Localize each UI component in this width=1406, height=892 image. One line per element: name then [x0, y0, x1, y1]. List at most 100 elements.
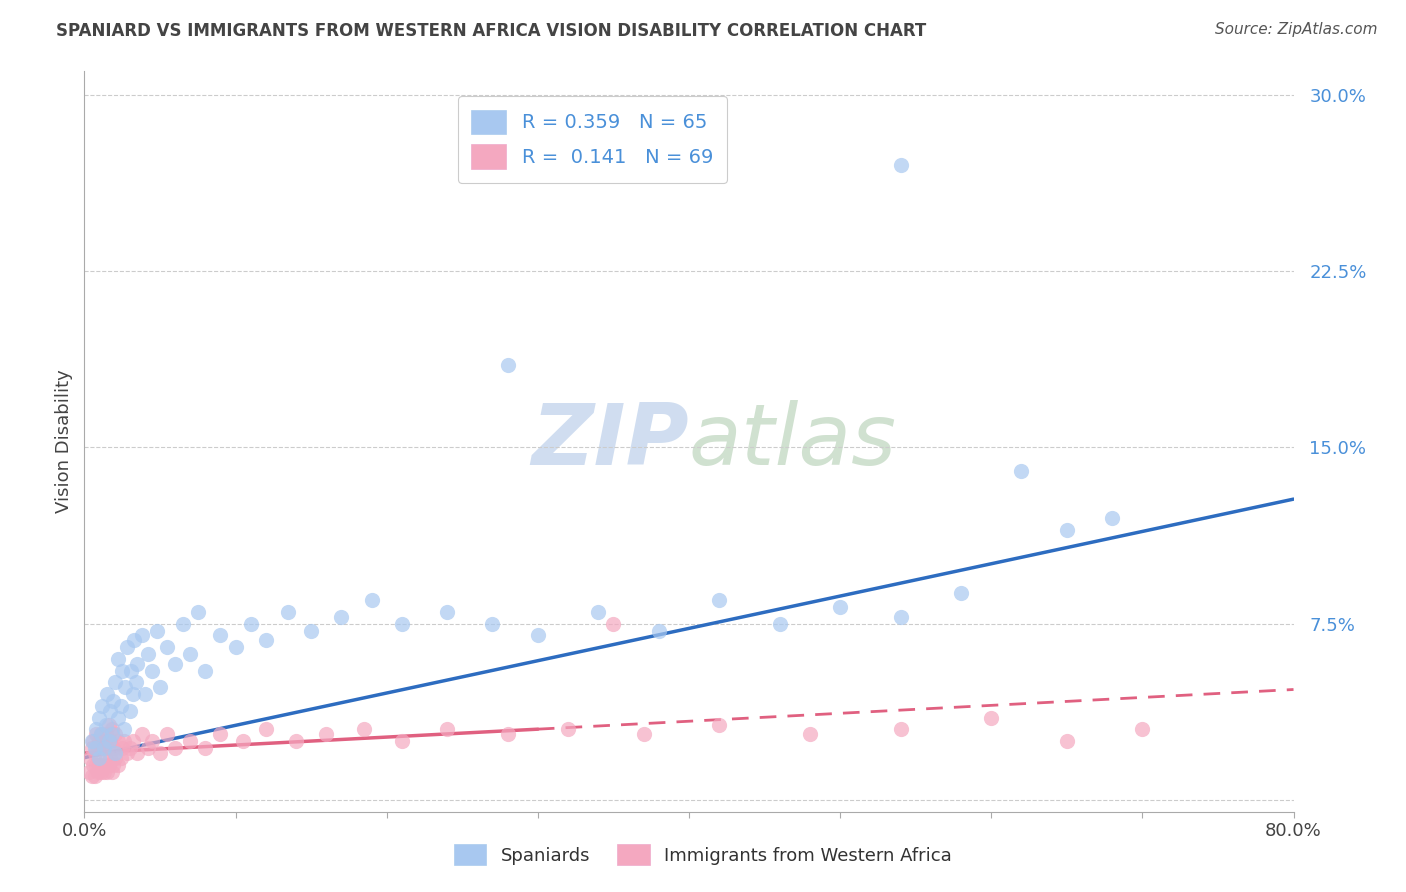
Point [101, 694, 124, 708]
Point [299, 624, 322, 638]
Point [146, 624, 169, 638]
Point [87, 764, 110, 779]
Point [115, 640, 138, 655]
Point [131, 628, 153, 642]
Point [97, 757, 120, 772]
Point [830, 600, 852, 615]
Point [91, 741, 114, 756]
Point [86, 727, 108, 741]
Point [172, 616, 194, 631]
Point [648, 624, 671, 638]
Point [1101, 511, 1123, 525]
Point [96, 764, 118, 779]
Point [709, 718, 731, 732]
Point [97, 718, 120, 732]
Text: ZIP: ZIP [531, 400, 689, 483]
Point [209, 628, 232, 642]
Text: atlas: atlas [689, 400, 897, 483]
Point [527, 628, 550, 642]
Point [131, 727, 153, 741]
Point [104, 750, 127, 764]
Point [94, 750, 117, 764]
Point [136, 647, 159, 661]
Point [120, 664, 142, 678]
Point [391, 734, 413, 748]
Point [950, 586, 973, 600]
Point [165, 657, 187, 671]
Point [84, 769, 107, 783]
Point [94, 718, 117, 732]
Point [107, 734, 129, 748]
Point [156, 727, 179, 741]
Point [118, 704, 141, 718]
Point [104, 746, 127, 760]
Point [115, 746, 138, 760]
Point [285, 734, 308, 748]
Point [118, 741, 141, 756]
Point [110, 698, 132, 713]
Point [90, 727, 112, 741]
Point [80, 734, 103, 748]
Point [107, 757, 129, 772]
Point [104, 727, 127, 741]
Point [89, 734, 111, 748]
Point [1056, 734, 1078, 748]
Point [98, 750, 121, 764]
Point [353, 723, 375, 737]
Point [277, 605, 299, 619]
Point [94, 727, 117, 741]
Point [82, 734, 104, 748]
Point [114, 680, 136, 694]
Point [90, 764, 112, 779]
Point [93, 734, 115, 748]
Point [100, 764, 122, 779]
Point [121, 687, 143, 701]
Point [112, 723, 135, 737]
Point [77, 764, 100, 779]
Point [330, 609, 353, 624]
Point [89, 750, 111, 764]
Point [86, 723, 108, 737]
Point [194, 741, 217, 756]
Point [97, 734, 120, 748]
Point [890, 158, 912, 172]
Point [84, 741, 107, 756]
Point [141, 664, 163, 678]
Point [436, 723, 458, 737]
Point [980, 711, 1002, 725]
Point [179, 647, 201, 661]
Point [127, 746, 149, 760]
Point [89, 757, 111, 772]
Point [496, 358, 519, 372]
Text: SPANIARD VS IMMIGRANTS FROM WESTERN AFRICA VISION DISABILITY CORRELATION CHART: SPANIARD VS IMMIGRANTS FROM WESTERN AFRI… [56, 22, 927, 40]
Point [315, 727, 337, 741]
Point [98, 734, 121, 748]
Point [187, 605, 209, 619]
Point [101, 741, 124, 756]
Point [84, 746, 107, 760]
Point [165, 741, 187, 756]
Point [254, 723, 277, 737]
Point [79, 750, 101, 764]
Point [96, 741, 118, 756]
Point [121, 734, 143, 748]
Point [91, 757, 114, 772]
Point [360, 593, 382, 607]
Point [127, 657, 149, 671]
Point [709, 593, 731, 607]
Point [769, 616, 792, 631]
Point [110, 750, 132, 764]
Point [80, 741, 103, 756]
Point [98, 704, 121, 718]
Point [209, 727, 232, 741]
Point [496, 727, 519, 741]
Point [89, 711, 111, 725]
Point [799, 727, 821, 741]
Point [254, 633, 277, 648]
Point [87, 741, 110, 756]
Point [239, 616, 262, 631]
Point [96, 687, 118, 701]
Point [111, 741, 134, 756]
Point [86, 757, 108, 772]
Point [225, 640, 247, 655]
